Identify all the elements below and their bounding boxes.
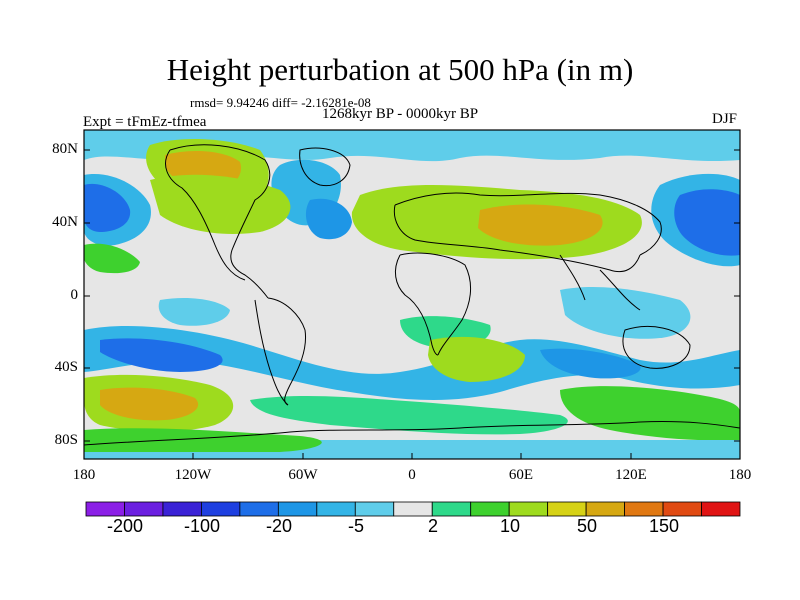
x-tick-marks bbox=[83, 453, 741, 459]
colorbar-swatch bbox=[277, 501, 318, 517]
colorbar-swatch bbox=[662, 501, 702, 517]
y-tick-label: 0 bbox=[70, 287, 79, 303]
colorbar-swatch bbox=[316, 501, 356, 517]
colorbar-label: 150 bbox=[648, 516, 680, 536]
colorbar-swatch bbox=[508, 501, 549, 517]
colorbar-swatch bbox=[354, 501, 395, 517]
colorbar-label: 50 bbox=[576, 516, 598, 536]
colorbar-swatch bbox=[470, 501, 510, 517]
contour-field bbox=[84, 130, 740, 459]
y-tick-label: 80S bbox=[54, 432, 78, 448]
colorbar-label: -20 bbox=[265, 516, 292, 536]
stats-line: rmsd= 9.94246 diff= -2.16281e-08 bbox=[190, 95, 371, 110]
y-tick-label: 40N bbox=[52, 214, 78, 230]
colorbar-swatch bbox=[201, 501, 241, 517]
colorbar-label: 10 bbox=[499, 516, 521, 536]
season-label: DJF bbox=[712, 111, 738, 127]
colorbar-swatch bbox=[547, 501, 587, 517]
colorbar-label: 2 bbox=[427, 516, 438, 536]
y-tick-label: 40S bbox=[54, 359, 78, 375]
experiment-label: Expt = tFmEz-tfmea bbox=[83, 114, 207, 130]
period-label: 1268kyr BP - 0000kyr BP bbox=[322, 106, 479, 122]
x-tick-label: 180 bbox=[728, 467, 752, 483]
colorbar-swatch bbox=[431, 501, 472, 517]
colorbar-swatch bbox=[239, 501, 279, 517]
x-tick-label: 0 bbox=[408, 467, 416, 483]
x-tick-label: 60W bbox=[288, 467, 318, 483]
colorbar-swatch bbox=[701, 501, 741, 517]
colorbar-label: -200 bbox=[106, 516, 144, 536]
x-tick-label: 120E bbox=[615, 467, 647, 483]
colorbar-label: -5 bbox=[347, 516, 364, 536]
plot-title: Height perturbation at 500 hPa (in m) bbox=[166, 52, 634, 87]
colorbar-swatch bbox=[85, 501, 125, 517]
colorbar-swatch bbox=[124, 501, 164, 517]
colorbar-swatch bbox=[162, 501, 202, 517]
y-tick-label: 80N bbox=[52, 141, 78, 157]
x-tick-label: 180 bbox=[72, 467, 96, 483]
colorbar-label: -100 bbox=[183, 516, 221, 536]
coastlines bbox=[84, 144, 740, 446]
colorbar-swatch bbox=[585, 501, 625, 517]
x-tick-label: 60E bbox=[508, 467, 534, 483]
colorbar-swatch bbox=[393, 501, 433, 517]
y-tick-marks bbox=[84, 149, 740, 442]
colorbar bbox=[85, 501, 741, 517]
colorbar-swatch bbox=[624, 501, 664, 517]
x-tick-label: 120W bbox=[174, 467, 212, 483]
